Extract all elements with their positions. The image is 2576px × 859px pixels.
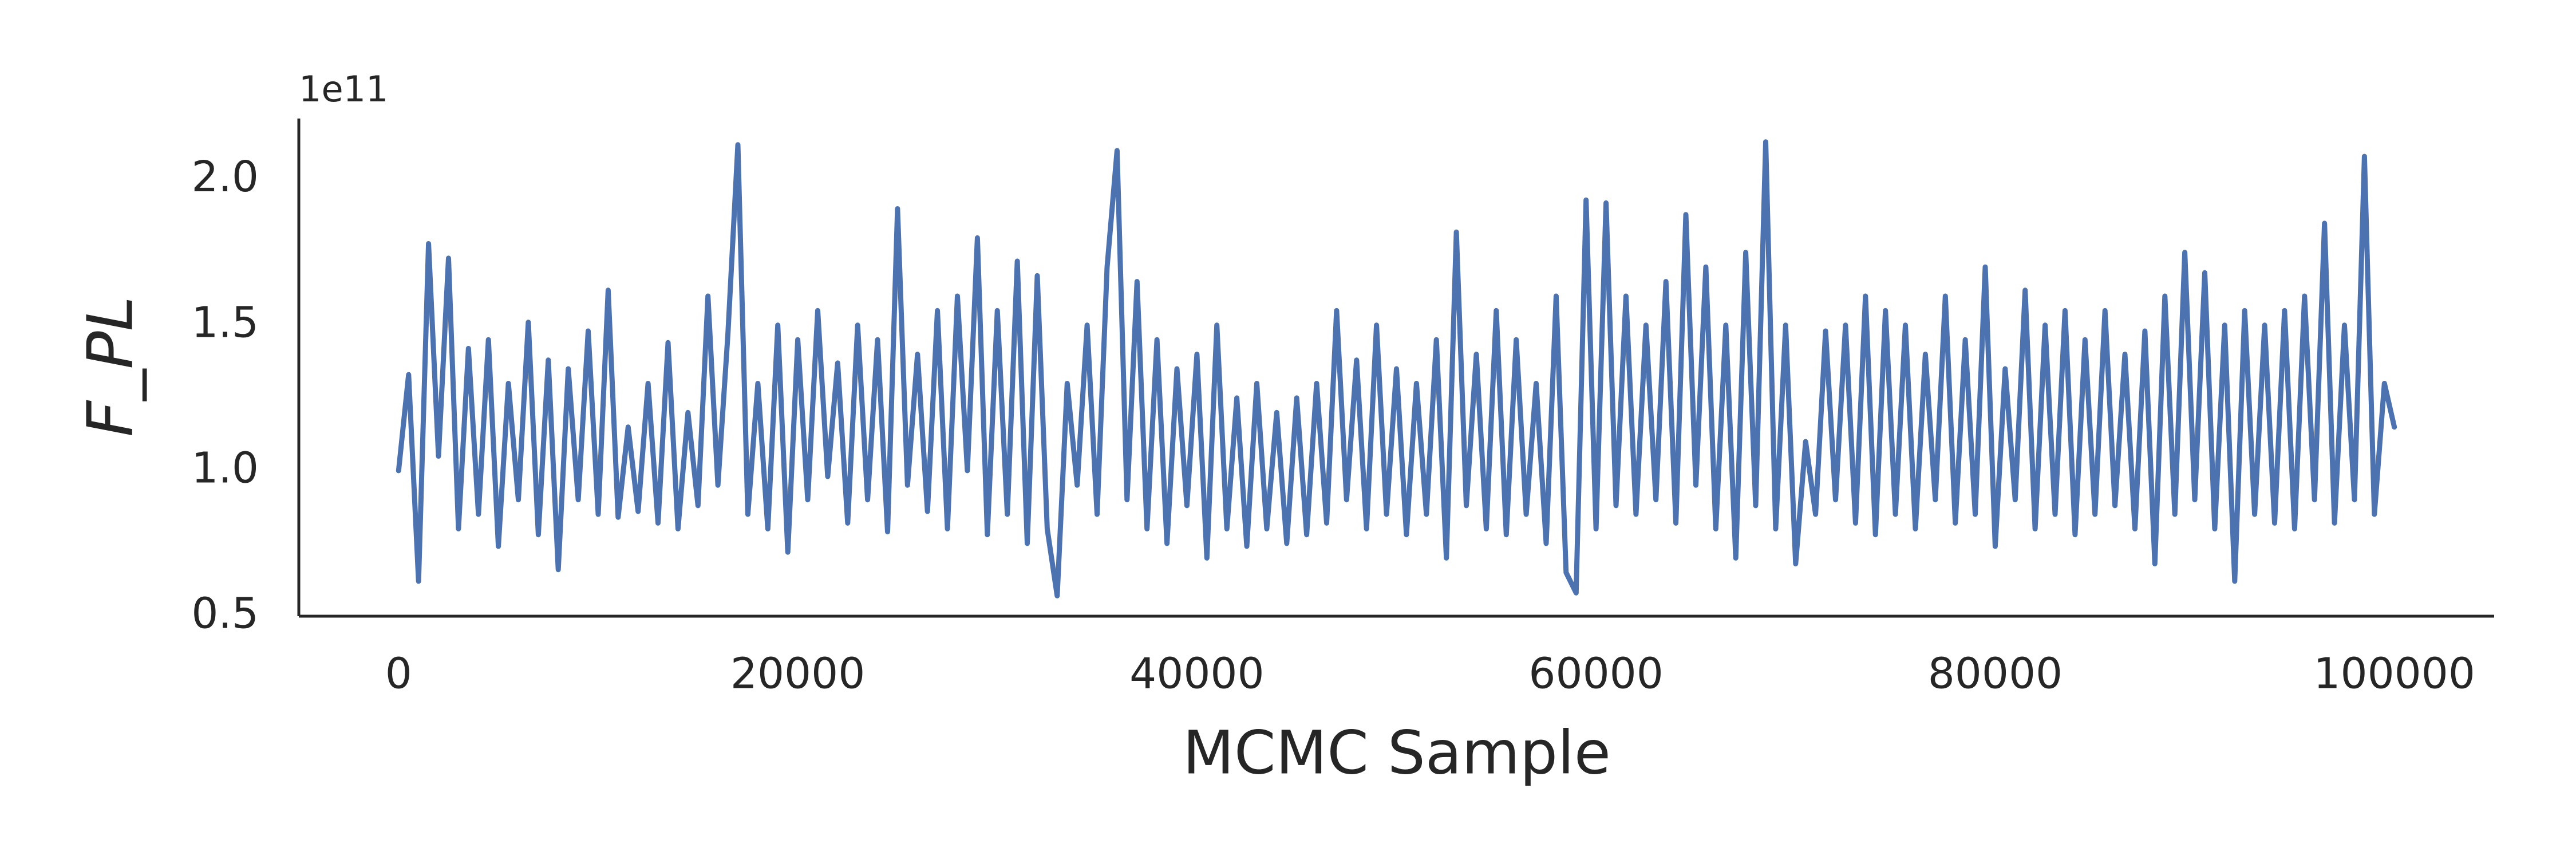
x-axis-label: MCMC Sample: [1183, 718, 1611, 787]
y-tick-label: 0.5: [191, 589, 259, 639]
y-offset-label: 1e11: [299, 68, 388, 110]
y-tick-label: 1.0: [191, 443, 259, 492]
y-tick-label: 2.0: [191, 152, 259, 202]
x-tick-label: 40000: [1129, 649, 1264, 699]
y-axis-label: F_PL: [73, 296, 147, 437]
x-tick-label: 20000: [730, 649, 865, 699]
x-tick-label: 0: [385, 649, 412, 699]
x-tick-label: 60000: [1528, 649, 1663, 699]
data-line: [396, 139, 2397, 598]
x-tick-label: 80000: [1928, 649, 2063, 699]
x-tick-label: 100000: [2313, 649, 2475, 699]
y-tick-label: 1.5: [191, 298, 259, 347]
